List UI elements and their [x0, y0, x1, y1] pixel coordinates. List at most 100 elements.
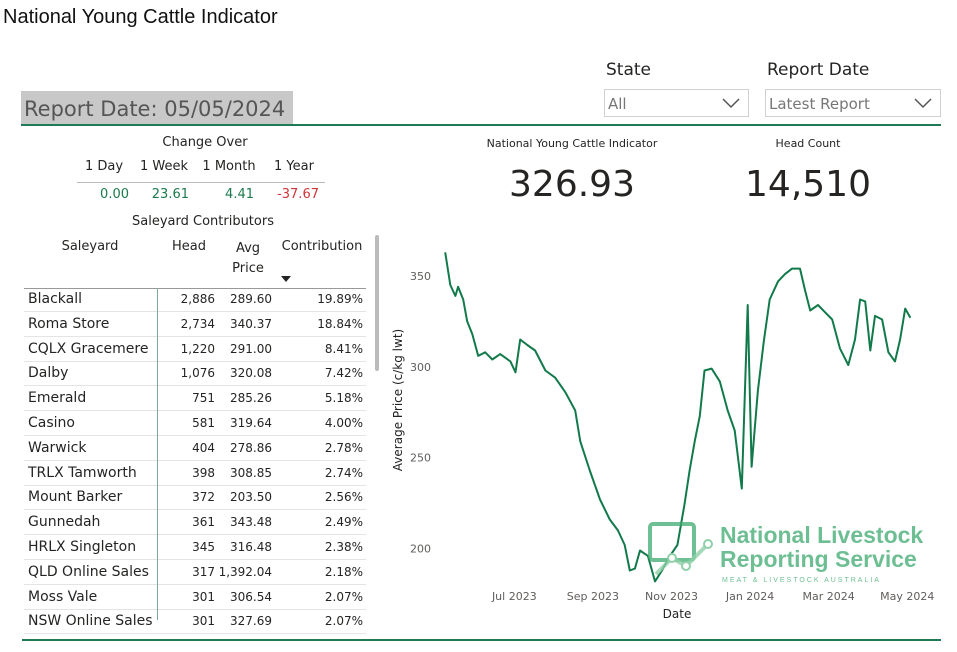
head-count: 317	[192, 564, 215, 579]
row-separator	[24, 559, 366, 560]
saleyard-name: Warwick	[28, 439, 87, 456]
change-title: Change Over	[162, 135, 248, 150]
column-header: 1 Year	[274, 159, 314, 174]
contribution: 18.84%	[317, 316, 363, 331]
row-separator	[24, 410, 366, 412]
chevron	[914, 98, 932, 109]
avg-price: 285.26	[230, 391, 272, 406]
head-count: 1,076	[180, 366, 215, 381]
head-count: 361	[192, 515, 215, 530]
contribution: 2.07%	[324, 589, 363, 604]
chevron	[722, 98, 740, 109]
avg-price: 320.08	[230, 366, 272, 381]
contribution: 2.18%	[324, 564, 363, 579]
head-count: 345	[192, 540, 215, 554]
scrollbar[interactable]	[375, 235, 379, 371]
avg-price: 327.69	[230, 614, 272, 629]
rule	[24, 288, 366, 289]
divider	[22, 639, 941, 641]
row-separator	[24, 534, 366, 536]
x-tick-label: Mar 2024	[803, 590, 855, 603]
x-tick-label: Sep 2023	[567, 590, 619, 603]
y-axis-label: Average Price (c/kg lwt)	[391, 329, 405, 471]
row-separator	[24, 484, 366, 486]
row-separator	[24, 509, 366, 511]
head-count: 372	[192, 490, 215, 505]
contribution: 2.49%	[324, 515, 363, 530]
row-separator	[24, 435, 366, 436]
saleyard-name: CQLX Gracemere	[28, 340, 149, 357]
contribution: 8.41%	[324, 341, 363, 356]
avg-price: 319.64	[230, 416, 272, 430]
row-separator	[24, 335, 366, 337]
head-count: 581	[192, 416, 215, 430]
saleyard-name: Mount Barker	[28, 489, 123, 506]
saleyard-name: QLD Online Sales	[28, 563, 149, 580]
head-count: 2,886	[180, 292, 215, 306]
kpi-value: 14,510	[745, 164, 871, 205]
row-separator	[24, 311, 366, 312]
filter-label: State	[606, 60, 651, 80]
saleyard-name: Gunnedah	[28, 514, 101, 531]
dropdown-value: Latest Report	[769, 95, 870, 113]
contribution: 2.56%	[324, 490, 363, 505]
state-dropdown[interactable]: All	[604, 89, 749, 117]
x-axis-label: Date	[663, 607, 692, 621]
avg-price: 278.86	[230, 440, 272, 455]
row-separator	[24, 385, 366, 387]
change-value: 23.61	[151, 187, 189, 202]
kpi-label: National Young Cattle Indicator	[486, 137, 658, 150]
head-count: 398	[192, 465, 215, 480]
contribution: 2.74%	[324, 465, 363, 480]
column-header: 1 Month	[202, 159, 256, 174]
change-value: -37.67	[277, 187, 319, 202]
column-header: Avg Price	[232, 241, 264, 276]
saleyard-name: Blackall	[28, 291, 82, 307]
contribution: 19.89%	[317, 292, 363, 306]
y-tick-label: 250	[410, 452, 431, 465]
head-count: 2,734	[180, 316, 215, 331]
saleyard-name: Casino	[28, 415, 75, 431]
watermark: National Livestock	[720, 522, 924, 548]
x-tick-label: Jan 2024	[725, 590, 774, 603]
avg-price: 1,392.04	[218, 564, 272, 579]
y-tick-label: 200	[410, 543, 431, 556]
change-value: 0.00	[100, 187, 129, 202]
report-date: Report Date: 05/05/2024	[21, 91, 293, 124]
saleyard-name: HRLX Singleton	[28, 539, 137, 555]
head-count: 1,220	[180, 341, 215, 356]
contribution: 5.18%	[324, 391, 363, 406]
watermark: MEAT & LIVESTOCK AUSTRALIA	[722, 577, 881, 584]
avg-price: 203.50	[230, 490, 272, 505]
y-tick-label: 350	[410, 270, 431, 283]
saleyard-name: Dalby	[28, 365, 69, 382]
head-count: 751	[192, 391, 215, 406]
contribution: 2.78%	[324, 440, 363, 455]
saleyard-name: NSW Online Sales	[28, 613, 153, 630]
sort-arrow[interactable]	[281, 276, 291, 282]
row-separator	[24, 360, 366, 362]
rule	[77, 182, 325, 183]
saleyard-name: Roma Store	[28, 315, 110, 332]
date-dropdown[interactable]: Latest Report	[765, 89, 941, 117]
head-count: 301	[192, 614, 215, 629]
x-tick-label: May 2024	[880, 590, 934, 603]
divider	[21, 124, 941, 126]
column-header: Saleyard	[61, 239, 119, 254]
col-rule	[157, 288, 158, 620]
logo-icon	[648, 522, 713, 576]
y-tick-label: 300	[410, 361, 431, 374]
kpi-value: 326.93	[509, 164, 635, 205]
avg-price: 316.48	[230, 540, 272, 554]
line-chart: 200 250 300 350 Jul 2023 Sep 2023 Nov 2023 Jan …	[391, 252, 934, 621]
avg-price: 291.00	[230, 341, 272, 356]
watermark: Reporting Service	[720, 546, 917, 572]
x-tick-label: Nov 2023	[645, 590, 698, 603]
x-tick-label: Jul 2023	[491, 590, 537, 603]
avg-price: 289.60	[230, 292, 272, 306]
dropdown-value: All	[608, 95, 627, 113]
avg-price: 308.85	[230, 465, 272, 480]
avg-price: 340.37	[230, 316, 272, 331]
saleyard-title: Saleyard Contributors	[132, 214, 274, 229]
